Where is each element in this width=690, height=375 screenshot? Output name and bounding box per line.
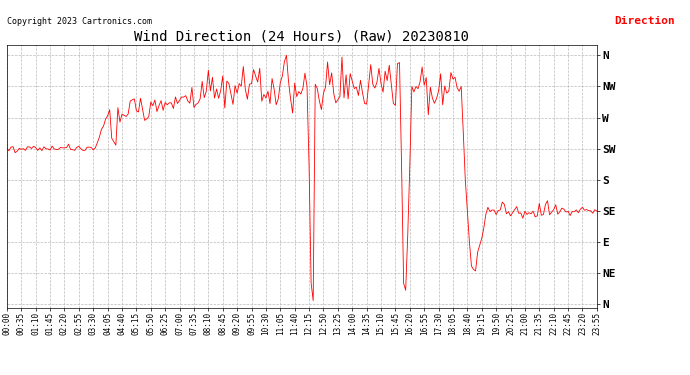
Direction [282, 53, 290, 58]
Title: Wind Direction (24 Hours) (Raw) 20230810: Wind Direction (24 Hours) (Raw) 20230810 [135, 30, 469, 44]
Direction [54, 147, 62, 152]
Text: Direction: Direction [614, 16, 675, 26]
Direction [593, 209, 601, 213]
Direction [303, 84, 311, 89]
Direction [3, 146, 11, 150]
Direction [502, 211, 511, 216]
Direction [513, 204, 521, 209]
Direction [527, 211, 535, 216]
Direction [545, 213, 553, 217]
Text: Copyright 2023 Cartronics.com: Copyright 2023 Cartronics.com [7, 17, 152, 26]
Direction [309, 298, 317, 303]
Line: Direction: Direction [7, 56, 597, 301]
